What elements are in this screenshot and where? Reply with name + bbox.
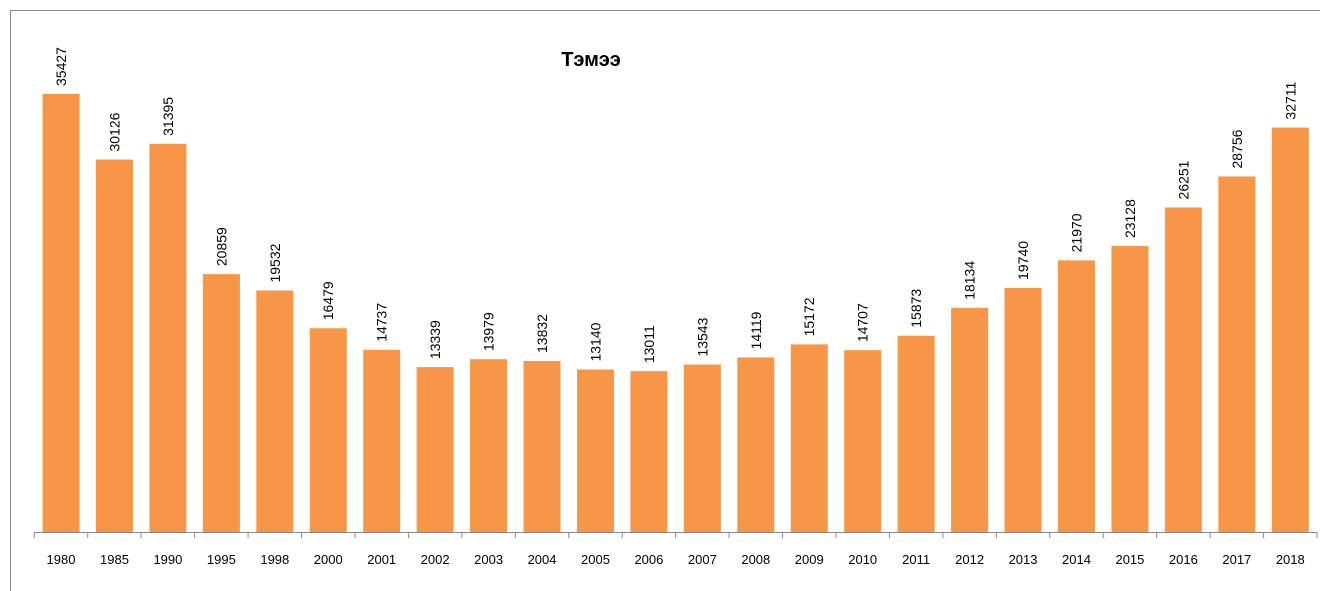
bar <box>844 350 882 532</box>
bar <box>1057 260 1095 532</box>
x-tick-label: 2003 <box>474 552 503 567</box>
bar <box>470 359 508 532</box>
bar <box>1111 246 1149 532</box>
data-label: 35427 <box>53 47 69 86</box>
x-tick-label: 2000 <box>314 552 343 567</box>
data-label: 15873 <box>908 289 924 328</box>
x-tick-label: 2007 <box>688 552 717 567</box>
bar <box>1004 287 1042 532</box>
data-label: 19740 <box>1015 241 1031 280</box>
bar <box>149 143 187 533</box>
bar <box>1218 176 1256 532</box>
bar <box>683 364 721 532</box>
x-tick-label: 1985 <box>100 552 129 567</box>
data-label: 30126 <box>106 112 122 151</box>
x-tick-label: 2010 <box>848 552 877 567</box>
x-tick-label: 2008 <box>741 552 770 567</box>
x-tick-label: 2002 <box>421 552 450 567</box>
bar <box>309 328 347 532</box>
data-label: 14707 <box>855 303 871 342</box>
x-tick-label: 2001 <box>367 552 396 567</box>
bar <box>363 349 401 532</box>
x-tick-label: 2014 <box>1062 552 1091 567</box>
bar <box>790 344 828 532</box>
x-tick-label: 2018 <box>1276 552 1305 567</box>
data-label: 20859 <box>213 227 229 266</box>
x-tick-label: 1980 <box>47 552 76 567</box>
x-tick-label: 1998 <box>260 552 289 567</box>
bar <box>951 307 989 532</box>
x-tick-label: 2006 <box>634 552 663 567</box>
bar <box>256 290 294 532</box>
x-tick-label: 2004 <box>528 552 557 567</box>
data-label: 13979 <box>481 312 497 351</box>
data-label: 18134 <box>962 261 978 300</box>
bar <box>630 371 668 532</box>
bar <box>523 360 561 532</box>
bar <box>897 335 935 532</box>
bar <box>42 94 80 532</box>
data-label: 13339 <box>427 320 443 359</box>
data-label: 14737 <box>374 303 390 342</box>
data-label: 13140 <box>587 322 603 361</box>
data-label: 28756 <box>1229 129 1245 168</box>
data-label: 13832 <box>534 314 550 353</box>
data-label: 32711 <box>1282 81 1298 119</box>
bar <box>737 357 775 532</box>
data-label: 13543 <box>694 317 710 356</box>
x-tick-label: 2011 <box>902 552 930 567</box>
data-label: 31395 <box>160 97 176 136</box>
data-label: 15172 <box>801 297 817 336</box>
bar <box>95 159 133 533</box>
chart-title: Тэмээ <box>561 49 621 71</box>
data-label: 26251 <box>1175 160 1191 199</box>
x-tick-label: 2005 <box>581 552 610 567</box>
bar <box>416 367 454 532</box>
bar <box>202 274 240 532</box>
bar <box>1164 207 1202 533</box>
x-tick-label: 2009 <box>795 552 824 567</box>
data-label: 13011 <box>641 325 657 363</box>
x-tick-label: 2013 <box>1009 552 1038 567</box>
x-tick-label: 2017 <box>1222 552 1251 567</box>
x-tick-label: 2012 <box>955 552 984 567</box>
bar <box>576 369 614 532</box>
bar <box>1271 127 1309 532</box>
x-tick-label: 2015 <box>1115 552 1144 567</box>
x-tick-label: 1995 <box>207 552 236 567</box>
data-label: 16479 <box>320 281 336 320</box>
x-tick-label: 1990 <box>153 552 182 567</box>
data-label: 14119 <box>748 311 764 349</box>
x-tick-label: 2016 <box>1169 552 1198 567</box>
data-label: 19532 <box>267 243 283 282</box>
data-label: 21970 <box>1068 213 1084 252</box>
data-label: 23128 <box>1122 199 1138 238</box>
